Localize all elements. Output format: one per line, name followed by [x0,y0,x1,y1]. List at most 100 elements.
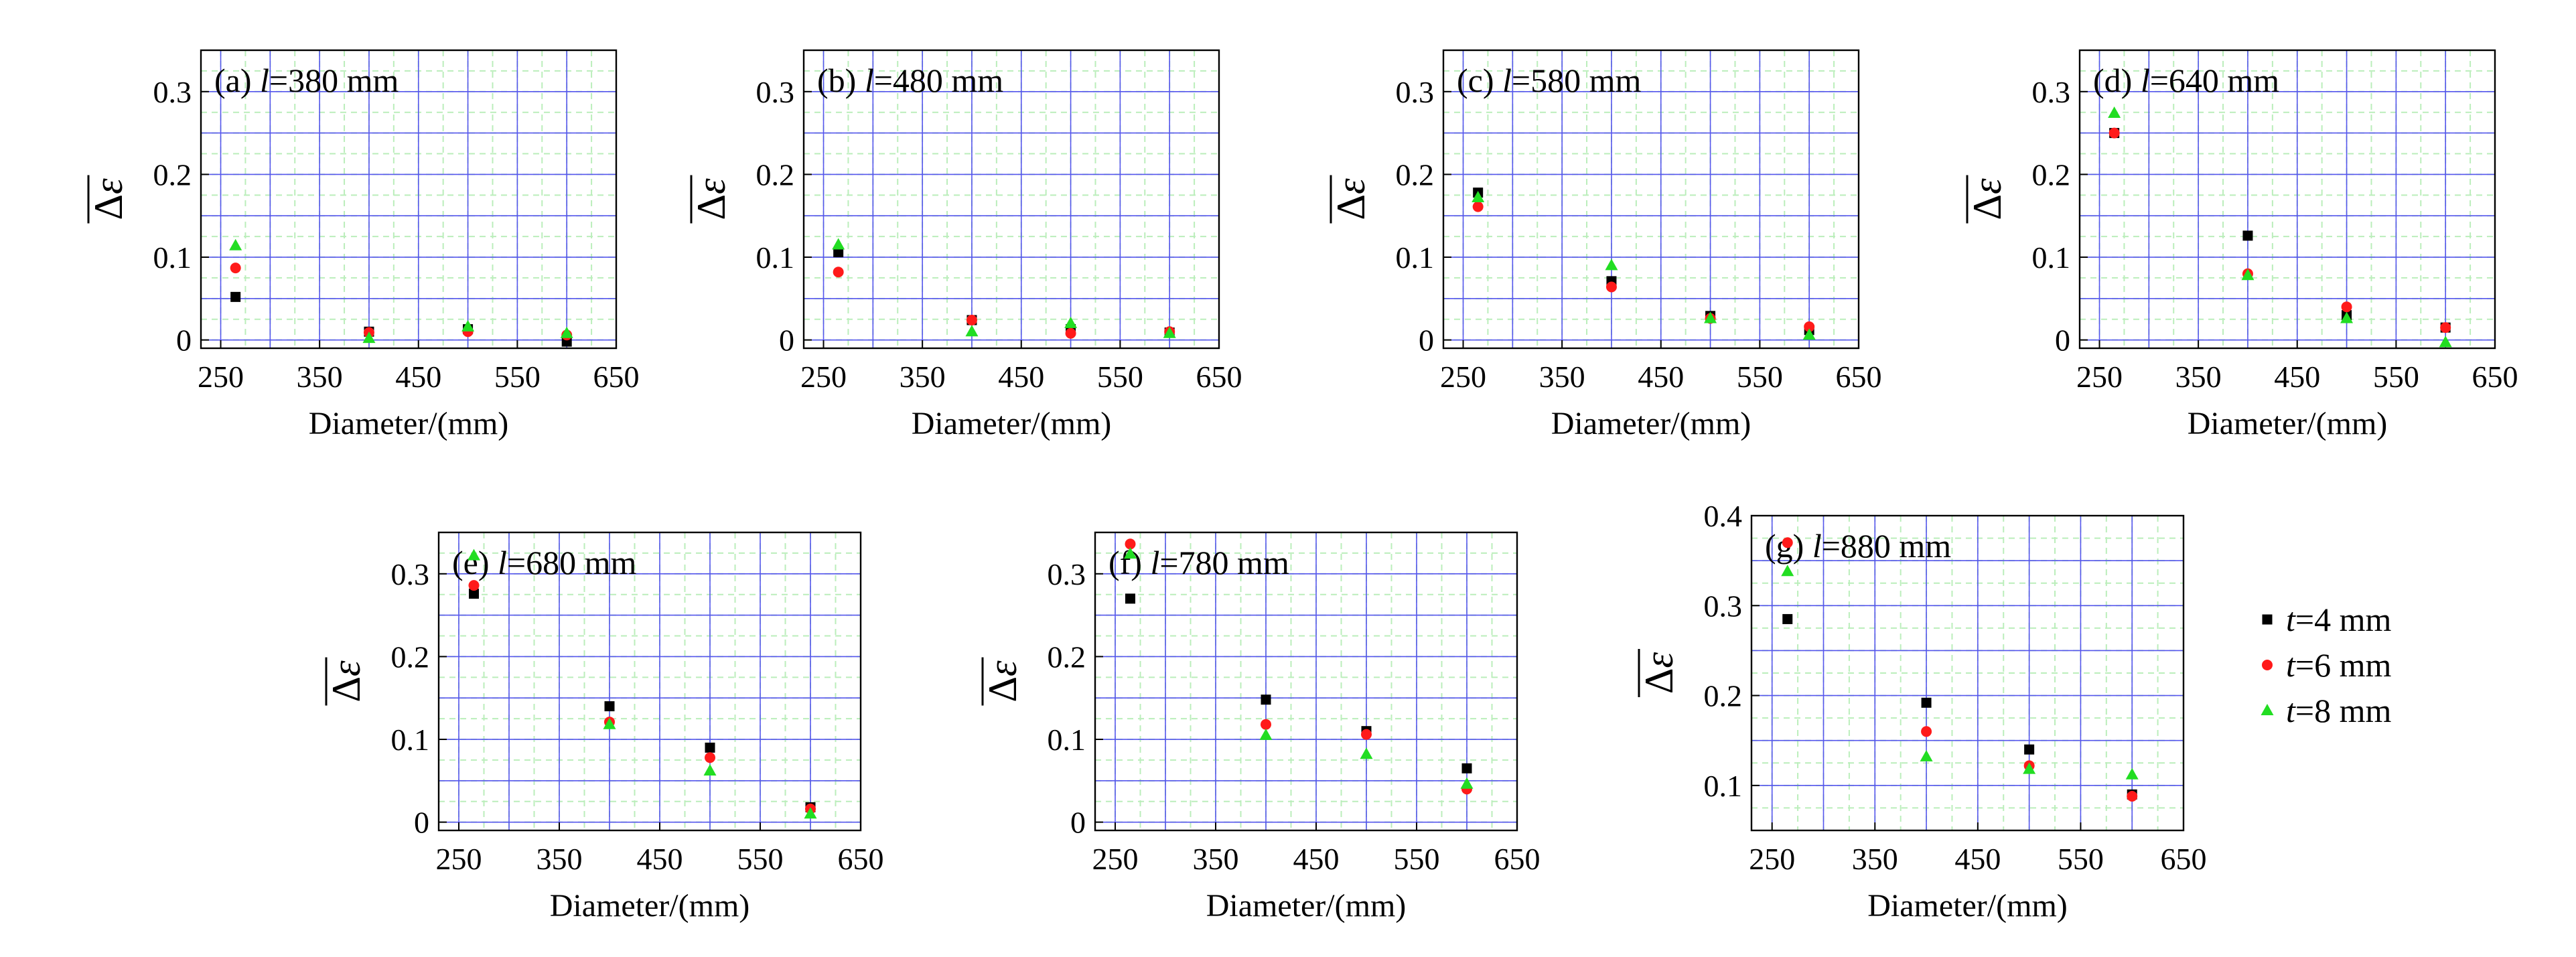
y-tick-label: 0.3 [391,557,430,591]
x-tick-label: 450 [998,360,1044,394]
x-tick-label: 650 [1836,360,1882,394]
panel-title: (d) l=640 mm [2093,62,2279,99]
point-circle-d [2440,322,2451,334]
x-tick-label: 350 [1193,842,1239,876]
x-tick-label: 550 [2373,360,2419,394]
x-tick-label: 550 [2058,842,2104,876]
x-tick-label: 650 [1494,842,1541,876]
y-tick-label: 0.3 [153,75,192,109]
point-triangle-c [1704,311,1717,323]
y-tick-label: 0.3 [1396,75,1435,109]
x-tick-label: 650 [2161,842,2207,876]
y-axis-label: Δε [689,175,733,224]
panel-title: (c) l=580 mm [1457,62,1641,99]
legend-label: t=8 mm [2286,692,2391,729]
chart-d: 250 350 450 550 650 0 0.1 0.2 0.3 Diameter/(mm) Δε… [1965,49,2518,441]
y-tick-label: 0 [2055,323,2070,358]
point-circle-e [705,752,715,763]
y-axis-label: Δε [981,657,1025,706]
chart-e: 250 350 450 550 650 0 0.1 0.2 0.3 Diameter/(mm) Δε… [324,531,884,924]
point-circle-f [1261,719,1271,730]
panel-title: (f) l=780 mm [1108,544,1289,581]
x-tick-label: 250 [1440,360,1486,394]
x-axis-label: Diameter/(mm) [1867,888,2068,924]
x-axis-label: Diameter/(mm) [912,406,1112,441]
x-tick-label: 650 [2472,360,2518,394]
point-circle-f [1361,729,1372,740]
y-tick-label: 0.1 [1396,240,1435,275]
point-circle-c [1605,281,1617,293]
point-triangle-c [1802,328,1816,340]
point-triangle-b [1163,326,1176,338]
point-triangle-f [1360,747,1373,759]
x-tick-label: 650 [593,360,640,394]
x-tick-label: 650 [838,842,884,876]
y-axis-label: Δε [1637,649,1681,697]
chart-b: 250 350 450 550 650 0 0.1 0.2 0.3 Diameter/(mm) Δε… [689,49,1242,441]
plot-frame [1094,531,1518,832]
point-triangle-e [703,764,717,776]
point-triangle-b [832,238,845,250]
y-tick-label: 0.1 [756,240,795,275]
point-triangle-b [965,325,979,337]
x-tick-label: 350 [297,360,343,394]
y-tick-label: 0.2 [2032,157,2071,192]
x-tick-label: 250 [800,360,847,394]
point-square-b [833,247,844,258]
point-circle-f [1125,538,1136,550]
y-axis-label-text: Δε [689,178,733,220]
point-circle-d [2108,127,2120,139]
point-circle-b [966,314,977,325]
point-triangle-g [1920,749,1933,761]
y-tick-label: 0.1 [1048,723,1086,757]
y-tick-label: 0.1 [391,723,430,757]
point-circle-g [1782,537,1793,548]
x-tick-label: 650 [1196,360,1242,394]
point-square-d [2242,230,2253,241]
point-triangle-g [2023,762,2036,774]
point-circle-e [468,580,480,591]
point-circle-c [1804,321,1815,332]
y-tick-label: 0 [1419,323,1434,358]
chart-f: 250 350 450 550 650 0 0.1 0.2 0.3 Diameter/(mm) Δε… [981,531,1541,924]
y-axis-label-text: Δε [324,660,368,703]
x-tick-label: 450 [1954,842,2001,876]
point-circle-g [1921,726,1932,737]
point-square-e [705,742,715,753]
point-triangle-a [229,238,242,250]
x-tick-label: 550 [1394,842,1440,876]
y-axis-label-text: Δε [1329,178,1373,220]
legend-marker-triangle [2261,704,2274,715]
point-square-g [1921,697,1932,708]
x-tick-label: 350 [900,360,946,394]
y-tick-label: 0.2 [391,640,430,674]
point-square-f [1125,593,1135,604]
point-square-g [2024,744,2035,755]
y-axis-label-text: Δε [86,178,131,220]
y-axis-label: Δε [86,175,131,224]
x-tick-label: 350 [1539,360,1585,394]
y-tick-label: 0 [779,323,794,358]
point-triangle-c [1472,191,1485,203]
x-tick-label: 350 [1852,842,1898,876]
legend-label: t=4 mm [2286,601,2391,638]
point-triangle-c [1605,259,1618,271]
y-tick-label: 0.2 [153,157,192,192]
x-tick-label: 250 [436,842,482,876]
point-circle-a [230,263,241,274]
y-tick-label: 0.3 [1704,589,1743,623]
x-tick-label: 550 [1737,360,1783,394]
x-axis-label: Diameter/(mm) [309,406,509,441]
point-triangle-f [1124,547,1137,559]
y-tick-label: 0.3 [2032,75,2071,109]
point-circle-d [2341,301,2352,313]
point-circle-b [1065,327,1076,339]
x-tick-label: 550 [494,360,541,394]
x-axis-label: Diameter/(mm) [1206,888,1407,924]
x-tick-label: 450 [395,360,441,394]
plot-frame [2078,49,2496,350]
point-triangle-a [362,332,376,344]
y-tick-label: 0.2 [1396,157,1435,192]
x-tick-label: 250 [198,360,244,394]
